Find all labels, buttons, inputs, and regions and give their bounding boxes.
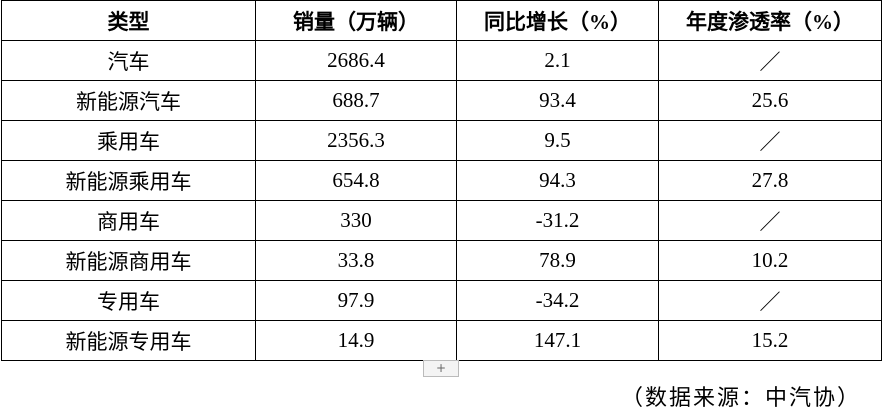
header-cell: 同比增长（%）	[456, 0, 659, 41]
table-cell: 汽车	[1, 40, 256, 81]
table-cell: 乘用车	[1, 120, 256, 161]
table-cell: 商用车	[1, 200, 256, 241]
table-cell: 330	[255, 200, 457, 241]
table-cell: 新能源乘用车	[1, 160, 256, 201]
table-cell: 新能源汽车	[1, 80, 256, 121]
table-cell: 97.9	[255, 280, 457, 321]
table-cell: 147.1	[456, 320, 659, 361]
table-cell: -31.2	[456, 200, 659, 241]
table-row: 新能源汽车 688.7 93.4 25.6	[1, 80, 882, 121]
table-cell: 15.2	[658, 320, 882, 361]
table-row: 汽车 2686.4 2.1 ／	[1, 40, 882, 81]
table-cell: 2686.4	[255, 40, 457, 81]
table-cell: 新能源专用车	[1, 320, 256, 361]
table-cell: ／	[658, 40, 882, 81]
table-cell: ／	[658, 120, 882, 161]
table-cell: 25.6	[658, 80, 882, 121]
table-cell: 93.4	[456, 80, 659, 121]
table-cell: ／	[658, 200, 882, 241]
table-row: 乘用车 2356.3 9.5 ／	[1, 120, 882, 161]
table-cell: 33.8	[255, 240, 457, 281]
table-cell: -34.2	[456, 280, 659, 321]
table-cell: 10.2	[658, 240, 882, 281]
header-cell: 年度渗透率（%）	[658, 0, 882, 41]
table-row: 新能源专用车 14.9 147.1 15.2	[1, 320, 882, 361]
table-cell: 新能源商用车	[1, 240, 256, 281]
data-table: 类型 销量（万辆） 同比增长（%） 年度渗透率（%） 汽车 2686.4 2.1 ／新能源汽…	[1, 0, 882, 361]
add-row-button[interactable]: +	[423, 360, 459, 377]
table-row: 新能源商用车 33.8 78.9 10.2	[1, 240, 882, 281]
header-row: 类型 销量（万辆） 同比增长（%） 年度渗透率（%）	[1, 0, 882, 41]
table-cell: 27.8	[658, 160, 882, 201]
table-cell: 2356.3	[255, 120, 457, 161]
table-row: 新能源乘用车 654.8 94.3 27.8	[1, 160, 882, 201]
table-cell: 2.1	[456, 40, 659, 81]
source-note: （数据来源：中汽协）	[620, 385, 861, 410]
table-cell: 9.5	[456, 120, 659, 161]
table-cell: 专用车	[1, 280, 256, 321]
header-cell: 销量（万辆）	[255, 0, 457, 41]
table-cell: 688.7	[255, 80, 457, 121]
header-cell: 类型	[1, 0, 256, 41]
table-cell: 78.9	[456, 240, 659, 281]
table-cell: 654.8	[255, 160, 457, 201]
table-row: 商用车 330 -31.2 ／	[1, 200, 882, 241]
table-row: 专用车 97.9 -34.2 ／	[1, 280, 882, 321]
table-cell: 14.9	[255, 320, 457, 361]
table-cell: ／	[658, 280, 882, 321]
table-body: 汽车 2686.4 2.1 ／新能源汽车 688.7 93.4 25.6 乘用车 2356.3 9…	[1, 40, 882, 361]
table-cell: 94.3	[456, 160, 659, 201]
